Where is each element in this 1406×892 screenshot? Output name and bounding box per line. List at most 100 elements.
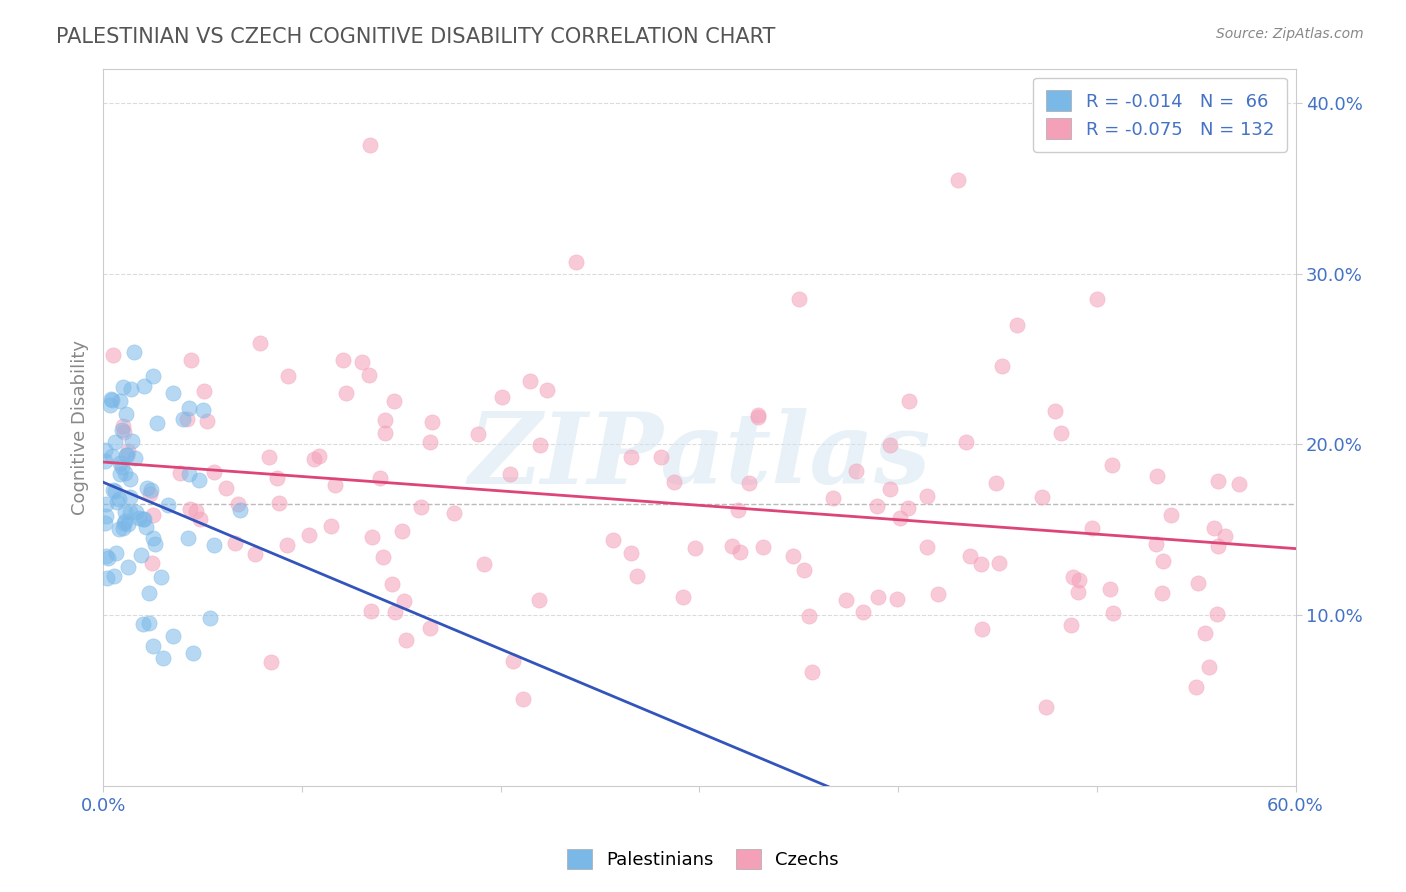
Point — [1007, 318, 1029, 332]
Point — [114, 514, 136, 528]
Point — [104, 434, 127, 449]
Point — [94, 443, 117, 458]
Point — [118, 505, 141, 519]
Point — [138, 487, 160, 501]
Point — [1187, 575, 1209, 590]
Point — [797, 608, 820, 623]
Point — [97, 550, 120, 565]
Point — [747, 408, 769, 422]
Point — [991, 359, 1014, 373]
Point — [1146, 469, 1168, 483]
Point — [472, 558, 495, 572]
Point — [946, 172, 969, 186]
Point — [114, 467, 136, 481]
Point — [103, 568, 125, 582]
Point — [419, 621, 441, 635]
Point — [179, 501, 201, 516]
Point — [181, 646, 204, 660]
Legend: R = -0.014   N =  66, R = -0.075   N = 132: R = -0.014 N = 66, R = -0.075 N = 132 — [1033, 78, 1286, 152]
Point — [602, 533, 624, 548]
Point — [536, 383, 558, 397]
Point — [1101, 606, 1123, 620]
Point — [352, 355, 374, 369]
Point — [162, 386, 184, 401]
Point — [224, 536, 246, 550]
Point — [117, 444, 139, 458]
Point — [1152, 554, 1174, 568]
Point — [1060, 618, 1083, 632]
Point — [527, 592, 550, 607]
Point — [100, 393, 122, 408]
Point — [101, 348, 124, 362]
Point — [672, 590, 695, 604]
Point — [118, 491, 141, 505]
Point — [373, 549, 395, 564]
Point — [108, 456, 131, 470]
Point — [107, 522, 129, 536]
Point — [467, 426, 489, 441]
Point — [302, 451, 325, 466]
Point — [228, 503, 250, 517]
Point — [728, 545, 751, 559]
Point — [138, 586, 160, 600]
Point — [359, 138, 381, 153]
Point — [1198, 659, 1220, 673]
Point — [620, 546, 643, 560]
Point — [132, 512, 155, 526]
Point — [787, 292, 810, 306]
Point — [955, 434, 977, 449]
Y-axis label: Cognitive Disability: Cognitive Disability — [72, 340, 89, 515]
Point — [747, 409, 769, 424]
Point — [620, 450, 643, 465]
Point — [321, 518, 343, 533]
Point — [157, 499, 180, 513]
Point — [332, 352, 354, 367]
Point — [105, 495, 128, 509]
Point — [409, 500, 432, 514]
Point — [984, 475, 1007, 490]
Point — [135, 520, 157, 534]
Point — [1194, 625, 1216, 640]
Point — [96, 571, 118, 585]
Point — [1206, 474, 1229, 488]
Point — [277, 368, 299, 383]
Point — [626, 568, 648, 582]
Point — [172, 411, 194, 425]
Point — [117, 516, 139, 531]
Point — [898, 394, 921, 409]
Point — [738, 475, 761, 490]
Point — [972, 623, 994, 637]
Point — [94, 509, 117, 524]
Point — [101, 449, 124, 463]
Point — [276, 539, 298, 553]
Point — [1067, 585, 1090, 599]
Point — [308, 449, 330, 463]
Point — [683, 541, 706, 556]
Point — [650, 450, 672, 464]
Point — [141, 483, 163, 497]
Point — [835, 593, 858, 607]
Point — [801, 665, 824, 680]
Point — [502, 654, 524, 668]
Point — [114, 408, 136, 422]
Point — [1043, 404, 1066, 418]
Point — [180, 353, 202, 368]
Text: ZIPatlas: ZIPatlas — [468, 408, 931, 504]
Point — [422, 415, 444, 429]
Point — [752, 540, 775, 554]
Point — [886, 591, 908, 606]
Point — [1185, 680, 1208, 694]
Point — [187, 473, 209, 487]
Point — [136, 481, 159, 495]
Point — [391, 524, 413, 538]
Point — [249, 336, 271, 351]
Point — [94, 497, 117, 511]
Point — [117, 560, 139, 574]
Point — [443, 506, 465, 520]
Point — [1099, 582, 1122, 597]
Point — [1227, 476, 1250, 491]
Point — [111, 380, 134, 394]
Point — [866, 499, 889, 513]
Point — [491, 390, 513, 404]
Point — [1160, 508, 1182, 522]
